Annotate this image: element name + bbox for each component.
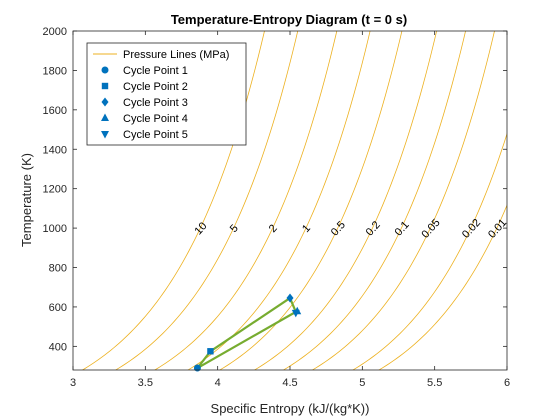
isobar-line [187, 31, 371, 370]
legend-entry: Cycle Point 1 [123, 65, 188, 77]
x-tick-label: 5 [359, 377, 365, 389]
cycle-point-marker [193, 364, 201, 372]
chart-title: Temperature-Entropy Diagram (t = 0 s) [171, 12, 407, 27]
x-axis-label: Specific Entropy (kJ/(kg*K)) [211, 401, 370, 416]
y-tick-label: 1200 [43, 184, 67, 196]
x-axis-ticks: 3 3.5 4 4.5 5 5.5 6 [70, 31, 510, 389]
legend: Pressure Lines (MPa) Cycle Point 1 Cycle P… [86, 42, 247, 146]
y-tick-label: 2000 [43, 26, 67, 38]
y-axis-label: Temperature (K) [19, 153, 34, 247]
isobar-line [253, 31, 438, 370]
cycle-point-marker [286, 293, 294, 303]
legend-marker [101, 66, 109, 74]
legend-marker [101, 113, 109, 121]
cycle-point-marker [291, 309, 300, 318]
isobar-line [282, 31, 466, 370]
x-tick-label: 3.5 [138, 377, 153, 389]
x-tick-label: 5.5 [427, 377, 442, 389]
y-tick-label: 1000 [43, 223, 67, 235]
legend-marker [101, 82, 109, 90]
legend-entry: Cycle Point 4 [123, 113, 188, 125]
isobar-line [219, 31, 403, 370]
y-tick-label: 1400 [43, 144, 67, 156]
isobar-line [311, 31, 495, 370]
y-axis-ticks: 400 600 800 1000 1200 1400 1600 1800 2000 [43, 26, 507, 353]
isobar-line [153, 31, 338, 370]
isobar-line [352, 132, 507, 370]
legend-entry: Pressure Lines (MPa) [123, 49, 229, 61]
x-tick-label: 4.5 [282, 377, 297, 389]
x-tick-label: 4 [215, 377, 221, 389]
y-tick-label: 800 [49, 263, 67, 275]
y-tick-label: 1600 [43, 105, 67, 117]
isobar-line [114, 31, 299, 370]
legend-box [86, 42, 247, 146]
legend-entry: Cycle Point 2 [123, 81, 188, 93]
isobar-lines [81, 31, 507, 370]
x-tick-label: 6 [504, 377, 510, 389]
x-tick-label: 3 [70, 377, 76, 389]
legend-entry: Cycle Point 5 [123, 129, 188, 141]
legend-marker [101, 131, 109, 139]
legend-entry: Cycle Point 3 [123, 97, 188, 109]
isobar-line [378, 204, 507, 370]
y-tick-label: 600 [49, 302, 67, 314]
y-tick-label: 400 [49, 341, 67, 353]
y-tick-label: 1800 [43, 65, 67, 77]
legend-marker [101, 97, 109, 107]
cycle-point-marker [207, 348, 214, 355]
